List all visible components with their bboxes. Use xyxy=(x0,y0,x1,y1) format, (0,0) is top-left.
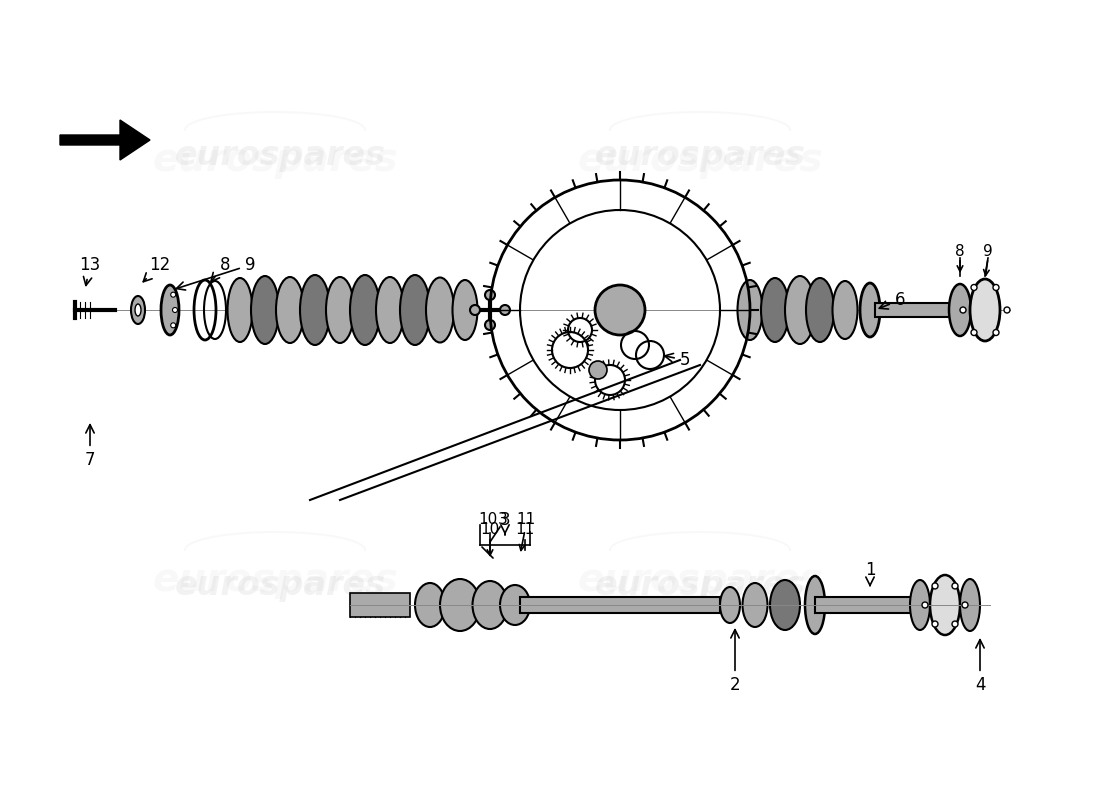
Ellipse shape xyxy=(720,587,740,623)
Circle shape xyxy=(962,602,968,608)
Circle shape xyxy=(932,621,938,627)
Polygon shape xyxy=(60,120,150,160)
Text: eurospares: eurospares xyxy=(594,138,805,171)
Text: 12: 12 xyxy=(143,256,170,282)
Text: eurospares: eurospares xyxy=(152,141,398,179)
Ellipse shape xyxy=(737,280,762,340)
Ellipse shape xyxy=(500,585,530,625)
Text: 3: 3 xyxy=(498,513,508,527)
Ellipse shape xyxy=(161,285,179,335)
Circle shape xyxy=(993,330,999,335)
Bar xyxy=(815,597,915,613)
Text: eurospares: eurospares xyxy=(175,138,385,171)
Ellipse shape xyxy=(742,583,768,627)
Ellipse shape xyxy=(833,281,858,339)
Ellipse shape xyxy=(770,580,800,630)
Ellipse shape xyxy=(970,279,1000,341)
Text: 4: 4 xyxy=(975,640,986,694)
Ellipse shape xyxy=(173,307,177,313)
Circle shape xyxy=(960,307,966,313)
Ellipse shape xyxy=(452,280,477,340)
Circle shape xyxy=(971,330,977,335)
Ellipse shape xyxy=(415,583,446,627)
Bar xyxy=(874,303,955,317)
Ellipse shape xyxy=(135,304,141,316)
Ellipse shape xyxy=(500,305,510,315)
Text: 10: 10 xyxy=(478,513,497,527)
Ellipse shape xyxy=(960,579,980,631)
Text: eurospares: eurospares xyxy=(152,561,398,599)
Circle shape xyxy=(595,285,645,335)
Circle shape xyxy=(932,583,938,589)
Text: 10: 10 xyxy=(481,522,499,538)
Ellipse shape xyxy=(228,278,253,342)
Ellipse shape xyxy=(131,296,145,324)
Ellipse shape xyxy=(806,278,834,342)
Text: eurospares: eurospares xyxy=(578,141,823,179)
Text: 3: 3 xyxy=(499,511,510,534)
Ellipse shape xyxy=(376,277,404,343)
Ellipse shape xyxy=(170,292,176,297)
Text: 1: 1 xyxy=(865,561,876,586)
Ellipse shape xyxy=(426,278,454,342)
Circle shape xyxy=(922,602,928,608)
Text: 7: 7 xyxy=(85,425,96,469)
Ellipse shape xyxy=(860,283,880,337)
Circle shape xyxy=(952,621,958,627)
Circle shape xyxy=(993,285,999,290)
Text: 2: 2 xyxy=(729,630,740,694)
Ellipse shape xyxy=(326,277,354,343)
Circle shape xyxy=(971,285,977,290)
Ellipse shape xyxy=(805,576,825,634)
Ellipse shape xyxy=(930,575,960,635)
Text: 8: 8 xyxy=(211,256,230,282)
Ellipse shape xyxy=(473,581,507,629)
Ellipse shape xyxy=(485,290,495,300)
Ellipse shape xyxy=(588,361,607,379)
Ellipse shape xyxy=(300,275,330,345)
Ellipse shape xyxy=(785,276,815,344)
Text: 8: 8 xyxy=(955,245,965,259)
Bar xyxy=(350,593,410,617)
Ellipse shape xyxy=(400,275,430,345)
Ellipse shape xyxy=(949,284,971,336)
Ellipse shape xyxy=(470,305,480,315)
Text: 9: 9 xyxy=(176,256,255,290)
Ellipse shape xyxy=(170,323,176,328)
Text: 9: 9 xyxy=(983,245,993,259)
Text: 6: 6 xyxy=(879,291,905,309)
Ellipse shape xyxy=(276,277,304,343)
Text: 13: 13 xyxy=(79,256,100,286)
Text: eurospares: eurospares xyxy=(578,561,823,599)
Ellipse shape xyxy=(440,579,480,631)
Ellipse shape xyxy=(485,320,495,330)
Ellipse shape xyxy=(761,278,789,342)
Text: eurospares: eurospares xyxy=(175,569,385,602)
Text: 5: 5 xyxy=(664,351,691,369)
Text: eurospares: eurospares xyxy=(594,569,805,602)
Ellipse shape xyxy=(910,580,930,630)
Bar xyxy=(520,597,720,613)
Text: 11: 11 xyxy=(516,513,536,527)
Circle shape xyxy=(1004,307,1010,313)
Text: 11: 11 xyxy=(516,522,535,538)
Circle shape xyxy=(952,583,958,589)
Ellipse shape xyxy=(251,276,279,344)
Ellipse shape xyxy=(350,275,380,345)
